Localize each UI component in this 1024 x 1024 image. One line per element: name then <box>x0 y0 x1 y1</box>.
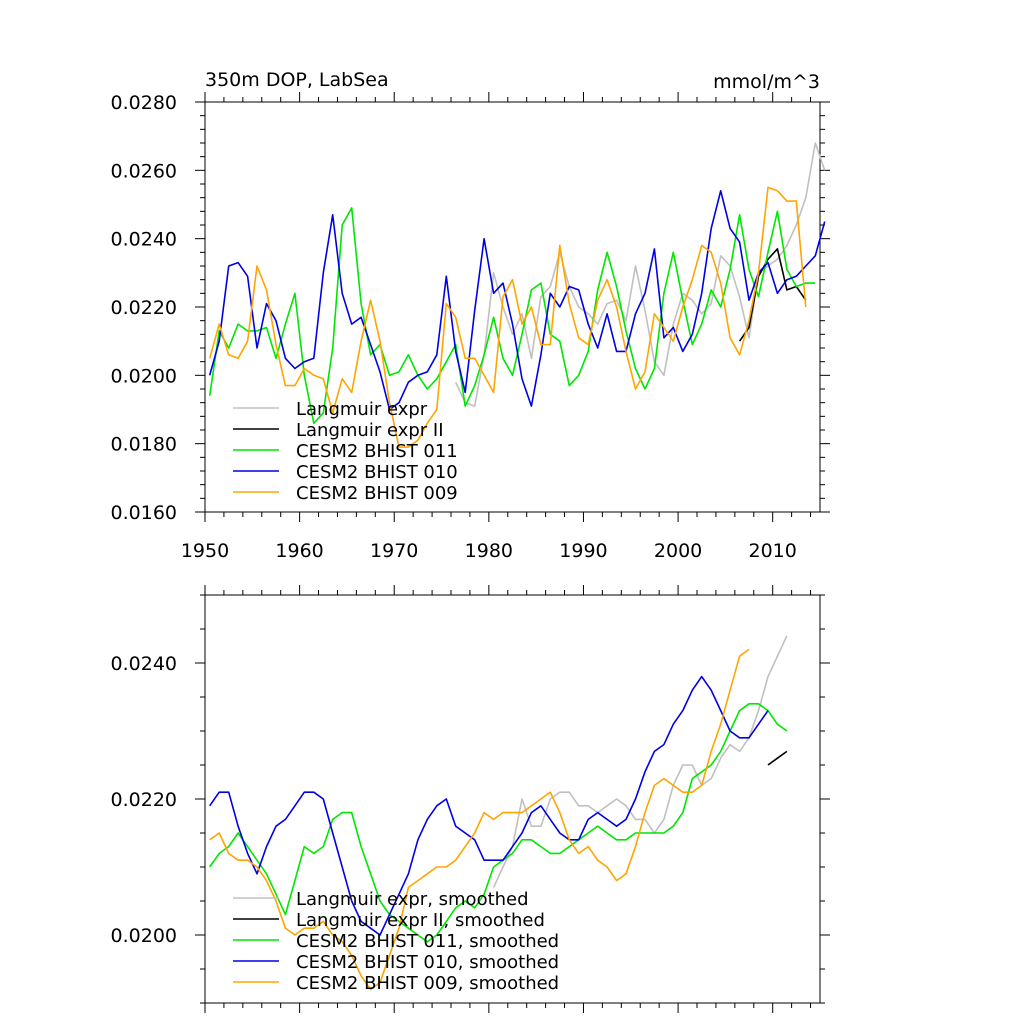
series-line-cesm2-bhist-010-smoothed <box>209 675 769 936</box>
series-line-cesm2-bhist-011 <box>208 207 816 425</box>
x-tick-label: 1980 <box>465 540 513 562</box>
x-tick-label: 1950 <box>181 540 229 562</box>
x-tick-label: 1960 <box>275 540 323 562</box>
legend-entry-label: CESM2 BHIST 011, smoothed <box>296 931 559 952</box>
top-panel: 0.0160 0.0180 0.0200 0.0220 0.0240 0.0260 0.02… <box>111 69 830 562</box>
series-line-cesm2-bhist-009 <box>208 186 807 448</box>
series-line-langmuir-expr-smoothed <box>492 635 788 888</box>
legend-entry-label: Langmuir expr II <box>296 420 444 441</box>
y-tick-label: 0.0200 <box>111 925 177 947</box>
series-line-langmuir-expr <box>454 142 826 407</box>
chart-title: 350m DOP, LabSea <box>205 69 389 91</box>
series-line-langmuir-expr-ii <box>738 248 807 342</box>
y-tick-label: 0.0160 <box>111 502 177 524</box>
series-line-cesm2-bhist-009-smoothed <box>209 648 750 991</box>
legend-entry-label: CESM2 BHIST 010, smoothed <box>296 952 559 973</box>
x-tick-label: 1990 <box>559 540 607 562</box>
x-tick-label: 1970 <box>370 540 418 562</box>
legend-entry-label: CESM2 BHIST 009 <box>296 483 458 504</box>
series-line-cesm2-bhist-010 <box>208 190 826 411</box>
x-tick-label: 2010 <box>749 540 797 562</box>
y-tick-label: 0.0220 <box>111 297 177 319</box>
bottom-panel: 0.0200 0.0220 0.0240 Langmuir expr, smoothe… <box>111 585 830 1013</box>
x-tick-label: 2000 <box>654 540 702 562</box>
y-tick-label: 0.0220 <box>111 789 177 811</box>
series-line-langmuir-expr-ii-smoothed <box>767 750 788 766</box>
legend-entry-label: Langmuir expr <box>296 399 428 420</box>
y-tick-label: 0.0180 <box>111 434 177 456</box>
y-tick-label: 0.0240 <box>111 229 177 251</box>
y-tick-label: 0.0200 <box>111 365 177 387</box>
legend-entry-label: CESM2 BHIST 009, smoothed <box>296 973 559 994</box>
legend-entry-label: Langmuir expr, smoothed <box>296 889 529 910</box>
units-label: mmol/m^3 <box>713 71 820 93</box>
y-tick-label: 0.0260 <box>111 160 177 182</box>
series-line-cesm2-bhist-011-smoothed <box>209 702 788 943</box>
legend-entry-label: CESM2 BHIST 010 <box>296 462 458 483</box>
legend-entry-label: CESM2 BHIST 011 <box>296 441 458 462</box>
legend-entry-label: Langmuir expr II, smoothed <box>296 910 545 931</box>
y-tick-label: 0.0280 <box>111 92 177 114</box>
y-tick-label: 0.0240 <box>111 653 177 675</box>
